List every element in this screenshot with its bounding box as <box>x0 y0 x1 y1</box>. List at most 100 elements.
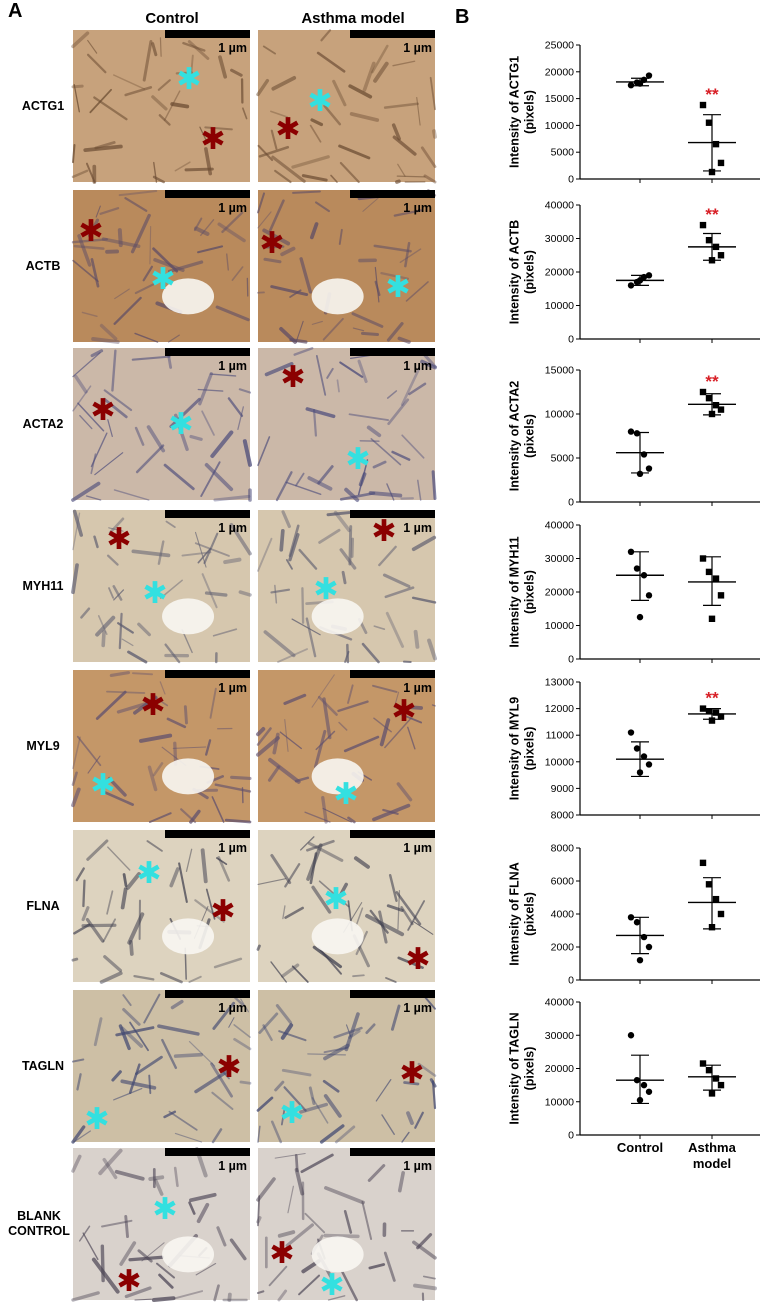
tissue-fiber <box>124 1214 129 1239</box>
tissue-fiber <box>190 54 194 73</box>
data-point <box>640 572 648 579</box>
row-label: MYH11 <box>22 578 64 593</box>
tissue-fiber <box>348 1029 361 1039</box>
x-category-label: Control <box>617 1140 663 1155</box>
y-axis-label-line: (pixels) <box>523 1047 537 1091</box>
tissue-fiber <box>270 110 289 118</box>
tissue-fiber <box>211 796 225 823</box>
tissue-fiber <box>93 535 99 549</box>
tissue-fiber <box>189 809 201 824</box>
y-tick-label: 13000 <box>545 677 574 689</box>
tissue-fiber <box>409 705 423 710</box>
red-star-marker: ✱ <box>280 360 305 395</box>
tissue-fiber <box>71 238 108 244</box>
tissue-fiber <box>152 175 165 184</box>
tissue-fiber <box>97 615 108 636</box>
tissue-fiber <box>71 957 79 962</box>
tissue-fiber <box>205 888 216 920</box>
tissue-fiber <box>326 511 351 517</box>
cyan-star-marker: ✱ <box>176 62 201 97</box>
tissue-fiber <box>131 355 171 361</box>
tissue-fiber <box>257 878 287 885</box>
tissue-fiber <box>106 690 146 694</box>
tissue-fiber <box>73 374 88 394</box>
data-point <box>645 1088 653 1095</box>
tissue-fiber <box>149 225 152 265</box>
micrograph-tile: 1 µm ✱ ✱ <box>71 348 252 502</box>
significance-marker: ** <box>705 205 719 224</box>
red-star-marker: ✱ <box>259 226 284 261</box>
tissue-fiber <box>361 1200 373 1241</box>
tissue-fiber <box>256 78 270 97</box>
tissue-fiber <box>401 434 425 459</box>
red-star-marker: ✱ <box>275 112 300 147</box>
tissue-fiber <box>332 79 347 107</box>
tissue-fiber <box>383 1251 396 1282</box>
tissue-fiber <box>124 197 148 212</box>
tissue-fiber <box>86 53 107 74</box>
y-tick-label: 0 <box>568 174 574 186</box>
tissue-fiber <box>221 211 244 234</box>
tissue-fiber <box>344 1012 360 1052</box>
tissue-fiber <box>284 906 304 919</box>
y-tick-label: 25000 <box>545 40 574 52</box>
scale-bar <box>165 1148 250 1156</box>
tissue-fiber <box>152 247 179 273</box>
tissue-fiber <box>95 690 127 720</box>
tissue-fiber <box>347 816 356 824</box>
data-point <box>633 430 641 437</box>
tissue-fiber <box>122 873 128 888</box>
tissue-fiber <box>314 201 331 213</box>
red-star-marker: ✱ <box>200 122 225 157</box>
tissue-fiber <box>213 1284 220 1302</box>
tissue-fiber <box>291 618 321 636</box>
scale-bar-label: 1 µm <box>218 1001 247 1015</box>
scale-bar <box>350 510 435 518</box>
red-star-marker: ✱ <box>405 942 430 977</box>
tissue-fiber <box>274 1080 285 1092</box>
tissue-fiber <box>256 727 272 746</box>
tissue-fiber <box>386 390 398 399</box>
tissue-fiber <box>399 248 422 264</box>
tissue-fiber <box>147 765 158 792</box>
tissue-fiber <box>72 1058 85 1063</box>
tissue-fiber <box>109 671 131 677</box>
tissue-fiber <box>324 1186 365 1205</box>
cyan-star-marker: ✱ <box>279 1096 304 1131</box>
tissue-fiber <box>298 1274 321 1296</box>
tissue-fiber <box>99 971 123 984</box>
tissue-fiber <box>95 205 101 218</box>
tissue-fiber <box>407 726 416 750</box>
tissue-fiber <box>317 465 334 485</box>
tissue-fiber <box>333 510 351 533</box>
tissue-fiber <box>270 853 292 885</box>
tissue-fiber <box>284 718 289 752</box>
tissue-fiber <box>194 1068 231 1094</box>
red-star-marker: ✱ <box>116 1264 141 1299</box>
data-point <box>627 914 635 921</box>
tissue-fiber <box>281 510 291 529</box>
tissue-fiber <box>279 529 285 552</box>
tissue-fiber <box>151 95 168 111</box>
scale-bar <box>350 348 435 356</box>
tissue-fiber <box>357 359 368 384</box>
tissue-fiber <box>378 545 397 567</box>
tissue-fiber <box>194 542 230 557</box>
data-point <box>708 615 716 622</box>
tissue-fiber <box>327 1295 346 1301</box>
y-axis-label-line: Intensity of MYL9 <box>508 697 522 801</box>
cyan-star-marker: ✱ <box>142 576 167 611</box>
tissue-fiber <box>397 956 424 969</box>
cyan-star-marker: ✱ <box>90 768 115 803</box>
tissue-fiber <box>139 733 173 743</box>
data-point <box>699 705 707 712</box>
micrograph-tile: 1 µm ✱ ✱ <box>71 1147 250 1302</box>
tissue-fiber <box>423 996 436 1010</box>
tissue-fiber <box>72 385 92 412</box>
data-point <box>708 717 716 724</box>
tissue-fiber <box>262 45 277 55</box>
tissue-fiber <box>256 736 280 757</box>
cyan-star-marker: ✱ <box>150 262 175 297</box>
tissue-fiber <box>226 253 229 271</box>
row-label: ACTB <box>25 258 61 273</box>
